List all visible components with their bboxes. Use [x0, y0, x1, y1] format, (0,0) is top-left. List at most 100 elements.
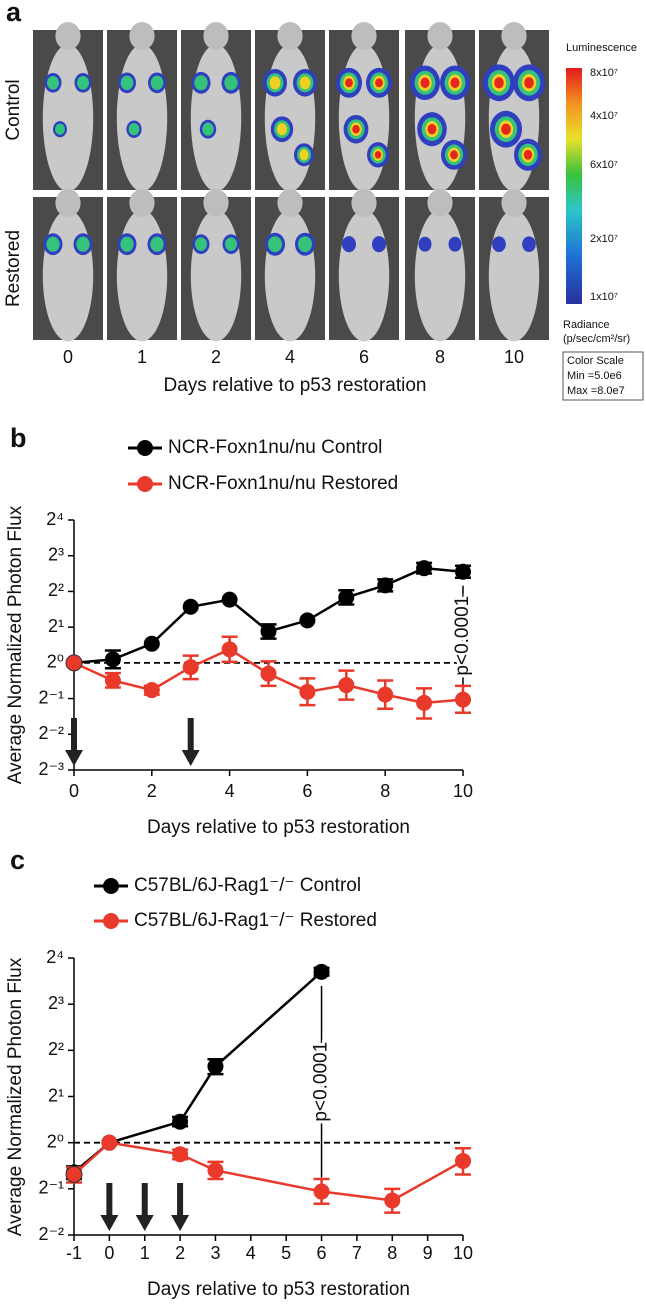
x-tick-label: 4 [285, 347, 295, 367]
mouse-head [129, 22, 155, 50]
mouse-head [427, 22, 453, 50]
signal [345, 78, 353, 88]
x-tick-label: 10 [504, 347, 524, 367]
signal [299, 149, 309, 161]
data-point [65, 1166, 83, 1184]
scale-box [562, 351, 644, 401]
y-tick-label: 2⁻² [38, 1224, 64, 1244]
series-line [73, 566, 464, 665]
annotation: p<0.0001 [452, 596, 473, 676]
mouse-head [501, 22, 527, 50]
y-tick-label: 2¹ [48, 1085, 64, 1105]
signal [224, 75, 238, 91]
y-tick-label: 2⁰ [47, 652, 64, 672]
x-tick-label: 7 [352, 1243, 362, 1263]
x-tick-label: 2 [147, 781, 157, 801]
mouse-head [203, 22, 229, 50]
treatment-arrow [135, 1183, 154, 1231]
mouse-body [264, 209, 316, 342]
scale-box-text: Color Scale [567, 355, 624, 367]
mouse-body [116, 44, 168, 192]
colorbar-title: Luminescence [566, 42, 637, 54]
signal [269, 76, 281, 90]
mouse-body [42, 209, 94, 342]
treatment-arrow [171, 1183, 190, 1231]
y-tick-label: 2² [48, 580, 64, 600]
legend-marker [137, 440, 153, 456]
data-point [299, 612, 316, 629]
y-tick-label: 2³ [48, 993, 64, 1013]
data-point [104, 672, 121, 689]
signal [268, 236, 282, 253]
mouse-body [338, 209, 390, 342]
signal [150, 236, 164, 252]
signal [492, 236, 506, 253]
x-tick-label: 10 [453, 1243, 473, 1263]
signal [76, 236, 90, 252]
data-point [182, 659, 199, 676]
data-point [384, 1192, 401, 1209]
data-point [260, 623, 277, 640]
mouse-head [351, 22, 377, 50]
signal [374, 150, 382, 159]
data-point [455, 563, 471, 580]
mouse-head [351, 189, 377, 217]
mouse-head [55, 22, 81, 50]
legend-label: NCR-Foxn1nu/nu Restored [168, 473, 398, 494]
x-tick-label: 1 [140, 1243, 150, 1263]
colorbar-tick-label: 1x10⁷ [590, 291, 618, 303]
x-tick-label: 8 [380, 781, 390, 801]
x-tick-label: 9 [423, 1243, 433, 1263]
x-axis-title: Days relative to p53 restoration [147, 817, 410, 838]
signal [299, 76, 311, 90]
signal [372, 236, 386, 253]
y-tick-label: 2¹ [48, 616, 64, 636]
signal [47, 76, 59, 90]
data-point [299, 683, 316, 700]
data-point [221, 641, 238, 658]
x-tick-label: 2 [175, 1243, 185, 1263]
y-tick-label: 2⁰ [47, 1131, 64, 1151]
x-tick-label: -1 [66, 1243, 82, 1263]
mouse-body [116, 209, 168, 342]
data-point [338, 677, 355, 694]
mouse-head [277, 189, 303, 217]
mouse-body [488, 209, 540, 342]
x-tick-label: 5 [281, 1243, 291, 1263]
data-point [455, 691, 471, 708]
x-axis-title: Days relative to p53 restoration [164, 375, 427, 396]
legend-label: NCR-Foxn1nu/nu Control [168, 437, 382, 458]
data-point [172, 1113, 189, 1130]
mouse-body [190, 44, 242, 192]
x-tick-label: 0 [104, 1243, 114, 1263]
colorbar-tick-label: 4x10⁷ [590, 110, 618, 122]
data-point [377, 686, 394, 703]
y-tick-label: 2⁴ [46, 947, 64, 967]
mouse-head [129, 189, 155, 217]
legend-marker [103, 878, 119, 894]
colorbar-tick-label: 8x10⁷ [590, 67, 618, 79]
mouse-body [338, 44, 390, 192]
signal [524, 77, 534, 89]
signal [225, 237, 237, 251]
y-tick-label: 2⁻³ [38, 759, 64, 779]
data-point [416, 560, 433, 577]
signal [202, 122, 214, 136]
signal [522, 236, 536, 253]
signal [150, 75, 164, 91]
signal [120, 236, 134, 252]
signal [501, 123, 511, 135]
legend-marker [103, 913, 119, 929]
treatment-arrow [181, 718, 200, 766]
mouse-body [190, 209, 242, 342]
x-tick-label: 8 [435, 347, 445, 367]
x-tick-label: 0 [63, 347, 73, 367]
x-tick-label: 4 [225, 781, 235, 801]
series-line [73, 1141, 464, 1202]
data-point [172, 1146, 189, 1163]
mouse-body [264, 44, 316, 192]
treatment-arrow [100, 1183, 119, 1231]
legend-label: C57BL/6J-Rag1⁻/⁻ Control [134, 875, 361, 896]
